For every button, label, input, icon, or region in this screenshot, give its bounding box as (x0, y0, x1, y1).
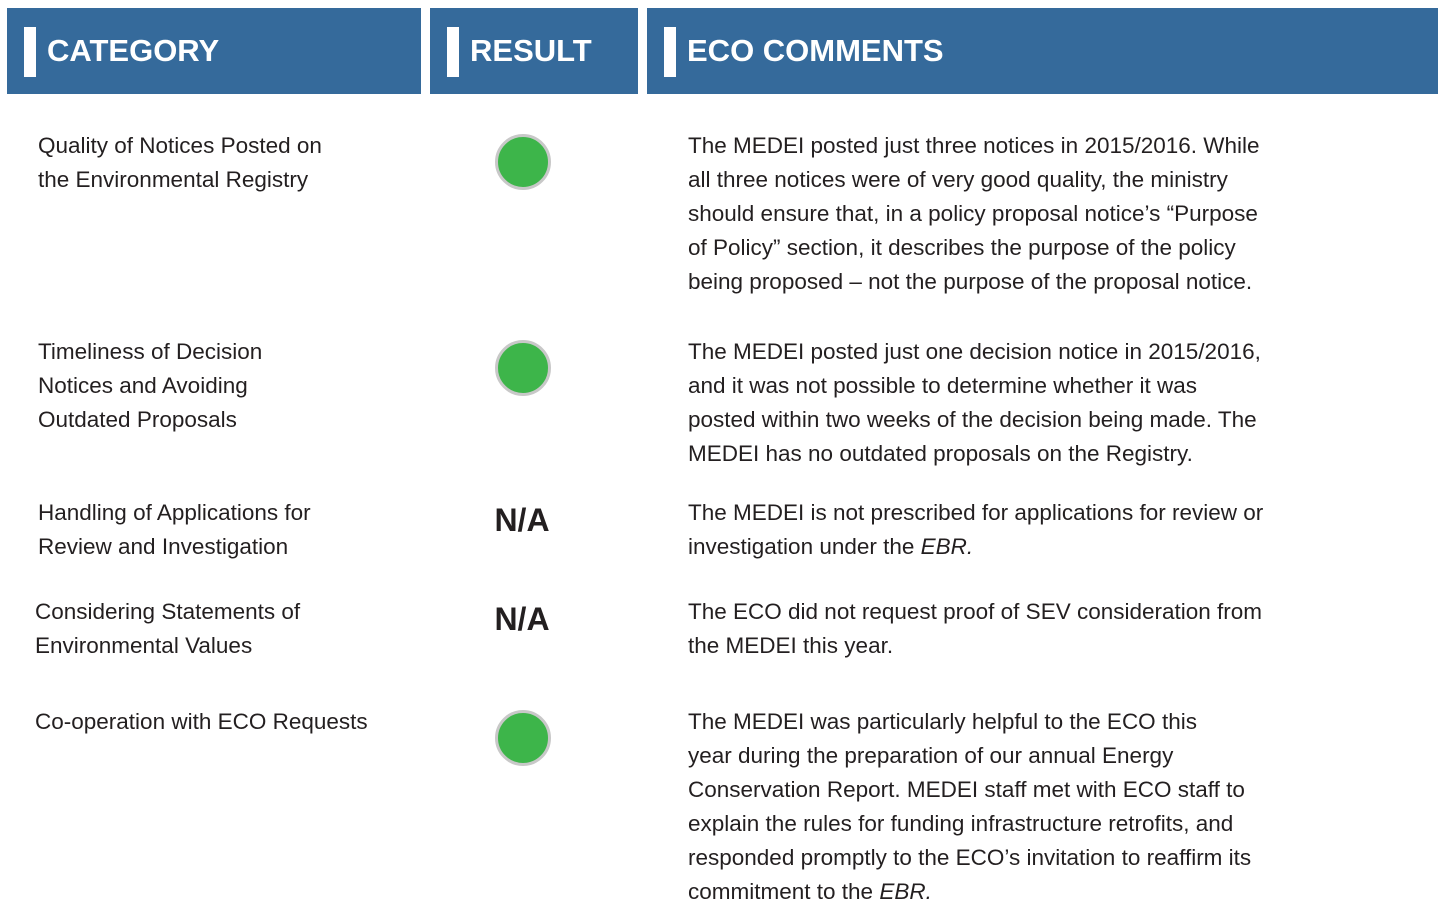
accent (664, 27, 676, 77)
comment-text: The MEDEI was particularly helpful to th… (688, 709, 1197, 734)
category-text: Environmental Values (35, 633, 253, 658)
comment-text: investigation under the EBR. (688, 530, 973, 564)
comment-text: The MEDEI is not prescribed for applicat… (688, 500, 1264, 525)
category-text: Considering Statements of (35, 599, 301, 624)
comment-text: posted within two weeks of the decision … (688, 407, 1257, 432)
category-text: Quality of Notices Posted on (38, 133, 322, 158)
comment-text: commitment to the (688, 879, 880, 904)
comment-text: year during the preparation of our annua… (688, 743, 1174, 768)
result-circle (495, 340, 551, 396)
header-cell: CATEGORY (7, 8, 421, 94)
category-text: Review and Investigation (38, 534, 289, 559)
result-circle (495, 134, 551, 190)
comment-text: MEDEI has no outdated proposals on the R… (688, 441, 1193, 466)
comment-text: The MEDEI posted just one decision notic… (688, 339, 1261, 364)
category-text: Co-operation with ECO Requests (35, 709, 368, 734)
comment-text: all three notices were of very good qual… (688, 167, 1228, 192)
comment-text: of Policy” section, it describes the pur… (688, 235, 1236, 260)
category-text: Handling of Applications for (38, 500, 311, 525)
comment-emphasis: EBR. (920, 534, 974, 559)
comment-text: responded promptly to the ECO’s invitati… (688, 845, 1252, 870)
header-text: ECO COMMENTS (687, 33, 944, 68)
comment-text: The ECO did not request proof of SEV con… (688, 599, 1263, 624)
comment-text: investigation under the (688, 534, 921, 559)
comment-text: commitment to the EBR. (688, 875, 932, 909)
comment-text: the MEDEI this year. (688, 633, 894, 658)
comment-text: should ensure that, in a policy proposal… (688, 201, 1258, 226)
result-text: N/A (494, 601, 550, 637)
accent (447, 27, 459, 77)
header-cell: ECO COMMENTS (647, 8, 1438, 94)
comment-text: The MEDEI posted just three notices in 2… (688, 133, 1260, 158)
category-text: Timeliness of Decision (38, 339, 263, 364)
category-text: Outdated Proposals (38, 407, 237, 432)
result-circle (495, 710, 551, 766)
comment-text: being proposed – not the purpose of the … (688, 269, 1253, 294)
accent (24, 27, 36, 77)
comment-emphasis: EBR. (879, 879, 932, 904)
category-text: the Environmental Registry (38, 167, 309, 192)
header-text: RESULT (470, 33, 592, 68)
header-cell: RESULT (430, 8, 638, 94)
result-text: N/A (494, 502, 550, 538)
comment-text: Conservation Report. MEDEI staff met wit… (688, 777, 1245, 802)
comment-text: and it was not possible to determine whe… (688, 373, 1198, 398)
header-text: CATEGORY (47, 33, 220, 68)
comment-text: explain the rules for funding infrastruc… (688, 811, 1234, 836)
category-text: Notices and Avoiding (38, 373, 248, 398)
